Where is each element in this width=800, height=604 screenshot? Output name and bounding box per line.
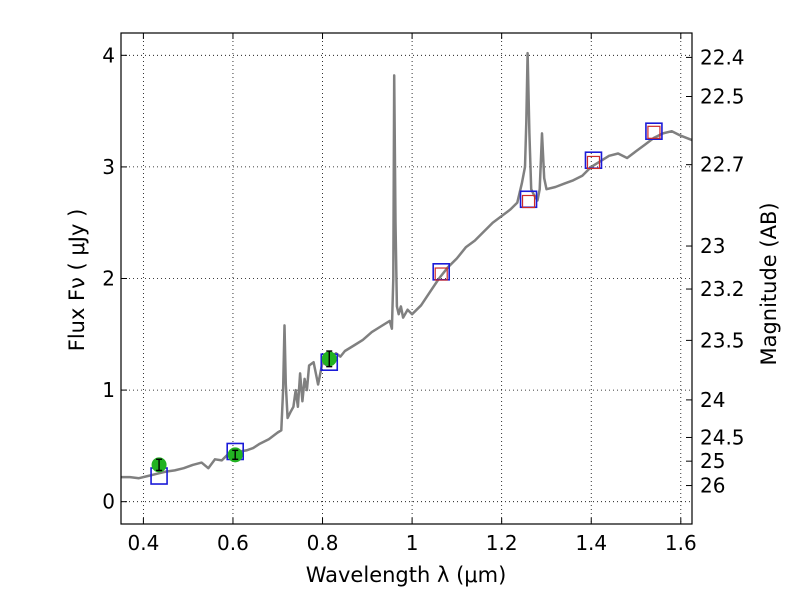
- mag-tick-label: 26: [700, 474, 725, 498]
- mag-tick-label: 25: [700, 449, 725, 473]
- x-tick-label: 1: [406, 531, 419, 555]
- x-tick-label: 0.6: [217, 531, 249, 555]
- x-tick-label: 0.4: [127, 531, 159, 555]
- x-tick-label: 1.4: [575, 531, 607, 555]
- axis-ticks: [121, 33, 692, 524]
- x-tick-label: 0.8: [307, 531, 339, 555]
- y-tick-label: 0: [102, 490, 115, 514]
- mag-tick-label: 23: [700, 234, 725, 258]
- model-photometry-red-square: [521, 194, 536, 209]
- photometry-layer: [150, 122, 663, 485]
- model-photometry-red-square: [647, 125, 661, 139]
- mag-tick-label: 22.5: [700, 84, 745, 108]
- mag-tick-label: 24: [700, 388, 725, 412]
- x-axis-label: Wavelength λ (μm): [306, 563, 507, 587]
- y-axis-right-label: Magnitude (AB): [757, 202, 781, 365]
- y-tick-label: 3: [102, 155, 115, 179]
- model-photometry-blue-square: [645, 122, 663, 140]
- mag-tick-label: 22.7: [700, 153, 745, 177]
- y-tick-label: 2: [102, 267, 115, 291]
- y-tick-label: 1: [102, 378, 115, 402]
- y-axis-label: Flux Fν ( μJy ): [65, 209, 89, 352]
- x-tick-label: 1.2: [486, 531, 518, 555]
- mag-tick-label: 23.2: [700, 277, 745, 301]
- model-photometry-red-square: [434, 267, 448, 281]
- x-tick-label: 1.6: [665, 531, 697, 555]
- mag-tick-label: 23.5: [700, 328, 745, 352]
- spectrum-layer: [121, 51, 693, 480]
- grid-lines: [121, 33, 692, 524]
- mag-tick-label: 24.5: [700, 425, 745, 449]
- mag-tick-label: 22.4: [700, 45, 745, 69]
- model-photometry-red-square: [586, 155, 601, 170]
- spectrum-line: [121, 51, 693, 480]
- plot-frame: [120, 32, 693, 525]
- y-tick-label: 4: [102, 43, 115, 67]
